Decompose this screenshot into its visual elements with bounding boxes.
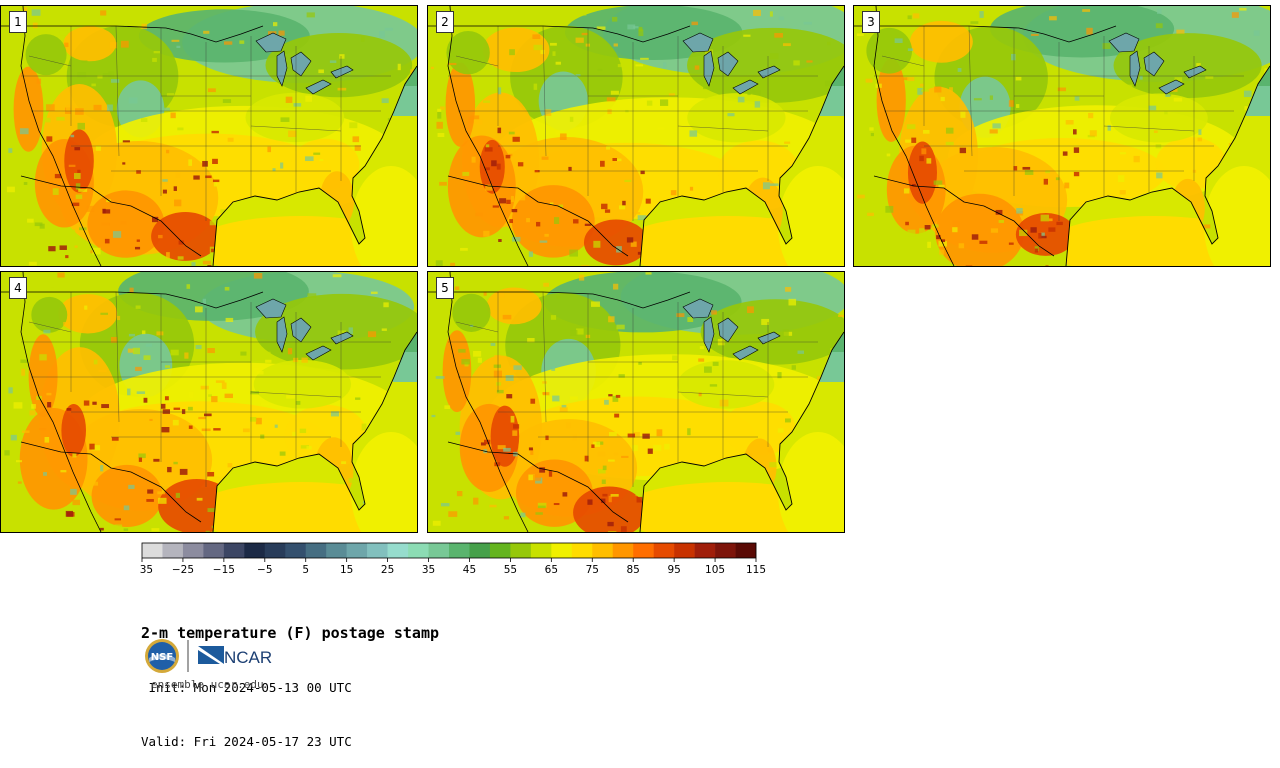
colorbar-tick-label: −35 <box>140 564 153 576</box>
colorbar-tick-label: 25 <box>381 564 394 576</box>
title-block: 2-m temperature (F) postage stamp Init: … <box>141 586 439 768</box>
panel-label: 3 <box>862 11 880 33</box>
colorbar-tick-label: 35 <box>422 564 435 576</box>
colorbar-swatch <box>224 543 245 558</box>
land-temperature <box>428 272 844 532</box>
colorbar-swatch <box>265 543 286 558</box>
colorbar-swatch <box>613 543 634 558</box>
ncar-logo-text: NCAR <box>224 648 272 667</box>
colorbar-swatch <box>429 543 450 558</box>
colorbar-swatch <box>183 543 204 558</box>
colorbar-swatch <box>162 543 183 558</box>
colorbar-swatch <box>736 543 757 558</box>
footer-url[interactable]: ensemble.ucar.edu <box>151 678 264 691</box>
colorbar-swatch <box>306 543 327 558</box>
colorbar-tick-label: −5 <box>257 564 272 576</box>
colorbar-swatch <box>572 543 593 558</box>
colorbar-swatch <box>367 543 388 558</box>
colorbar-swatch <box>592 543 613 558</box>
colorbar: −35 −25 −15 −5 5 15 25 35 45 55 65 75 85 95 105 115 <box>140 542 770 580</box>
colorbar-swatch <box>695 543 716 558</box>
panel-label: 2 <box>436 11 454 33</box>
colorbar-swatch <box>326 543 347 558</box>
valid-time: Valid: Fri 2024-05-17 23 UTC <box>141 734 439 750</box>
colorbar-tick-label: 75 <box>586 564 599 576</box>
colorbar-tick-label: 95 <box>667 564 680 576</box>
colorbar-tick-label: 55 <box>504 564 517 576</box>
colorbar-swatch <box>531 543 552 558</box>
colorbar-swatch <box>674 543 695 558</box>
colorbar-swatch <box>244 543 265 558</box>
colorbar-swatch <box>142 543 163 558</box>
colorbar-swatch <box>408 543 429 558</box>
map-panel-3: 3 <box>853 5 1271 267</box>
temperature-map <box>1 272 417 532</box>
temperature-map <box>428 6 844 266</box>
colorbar-tick-label: 85 <box>627 564 640 576</box>
colorbar-swatch <box>388 543 409 558</box>
land-temperature <box>428 6 844 266</box>
colorbar-tick-label: 45 <box>463 564 476 576</box>
colorbar-swatch <box>285 543 306 558</box>
ncar-logo-icon: NCAR <box>198 646 272 667</box>
temperature-map <box>1 6 417 266</box>
nsf-logo-text: NSF <box>151 652 173 663</box>
colorbar-swatch <box>654 543 675 558</box>
logos: NSF NCAR <box>144 638 284 674</box>
colorbar-swatch <box>633 543 654 558</box>
panel-label: 4 <box>9 277 27 299</box>
colorbar-swatch <box>203 543 224 558</box>
map-panel-1: 1 <box>0 5 418 267</box>
colorbar-swatch <box>469 543 490 558</box>
land-temperature <box>1 272 417 532</box>
nsf-logo-icon: NSF <box>145 639 179 673</box>
map-panel-2: 2 <box>427 5 845 267</box>
colorbar-tick-label: 115 <box>746 564 766 576</box>
map-panel-4: 4 <box>0 271 418 533</box>
colorbar-tick-label: 15 <box>340 564 353 576</box>
map-panel-5: 5 <box>427 271 845 533</box>
colorbar-tick-label: 65 <box>545 564 558 576</box>
land-temperature <box>1 6 417 266</box>
panel-label: 1 <box>9 11 27 33</box>
temperature-map <box>428 272 844 532</box>
colorbar-swatch <box>449 543 470 558</box>
colorbar-swatch <box>715 543 736 558</box>
panel-label: 5 <box>436 277 454 299</box>
land-temperature <box>854 6 1270 266</box>
colorbar-tick-label: −15 <box>213 564 235 576</box>
colorbar-swatch <box>347 543 368 558</box>
colorbar-swatch <box>490 543 511 558</box>
colorbar-swatch <box>510 543 531 558</box>
colorbar-swatch <box>551 543 572 558</box>
colorbar-tick-label: 5 <box>302 564 309 576</box>
temperature-map <box>854 6 1270 266</box>
colorbar-tick-label: 105 <box>705 564 725 576</box>
colorbar-tick-label: −25 <box>172 564 194 576</box>
